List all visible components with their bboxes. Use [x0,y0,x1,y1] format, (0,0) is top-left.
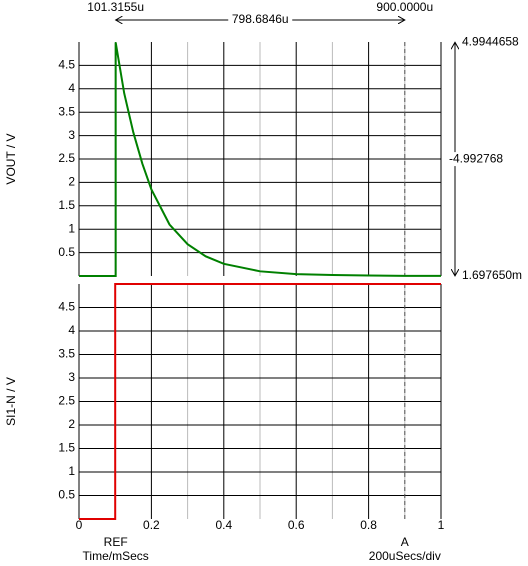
x-tick-label: 0.2 [143,518,160,532]
x-axis-label: Time/mSecs [83,549,149,563]
y-tick-label: 3 [68,128,75,142]
y-tick-label: 1.5 [58,198,75,212]
y-tick-label: 3.5 [58,104,75,118]
cursor-label: A [401,535,409,549]
series-line [79,283,441,520]
delta-readout: 798.6846u [232,12,289,26]
label-bg [228,13,293,27]
x-tick-label: 0 [76,518,83,532]
y-tick-label: 1 [68,464,75,478]
y-axis-label: SI1-N / V [4,377,18,426]
y-tick-label: 0.5 [58,488,75,502]
cursor-readout: 1.697650m [462,268,522,282]
y-axis-label: VOUT / V [4,133,18,184]
y-tick-label: 0.5 [58,245,75,259]
y-tick-label: 1.5 [58,441,75,455]
y-tick-label: 2.5 [58,151,75,165]
y-tick-label: 2 [68,417,75,431]
y-tick-label: 4.5 [58,300,75,314]
y-tick-label: 2.5 [58,394,75,408]
cursor-label: REF [104,535,128,549]
cursor-readout: 900.0000u [376,0,433,14]
y-tick-label: 3.5 [58,347,75,361]
x-tick-label: 0.6 [288,518,305,532]
x-tick-label: 0.4 [215,518,232,532]
x-tick-label: 1 [438,518,445,532]
y-tick-label: 4 [68,81,75,95]
y-tick-label: 3 [68,370,75,384]
y-tick-label: 1 [68,221,75,235]
y-tick-label: 4 [68,323,75,337]
scale-label: 200uSecs/div [369,549,441,563]
delta-readout: -4.992768 [449,151,503,165]
x-tick-label: 0.8 [360,518,377,532]
series-line [79,42,441,277]
cursor-readout: 101.3155u [87,0,144,14]
label-bg [448,152,510,167]
cursor-readout: 4.9944658 [462,34,519,48]
y-tick-label: 4.5 [58,58,75,72]
y-tick-label: 2 [68,175,75,189]
